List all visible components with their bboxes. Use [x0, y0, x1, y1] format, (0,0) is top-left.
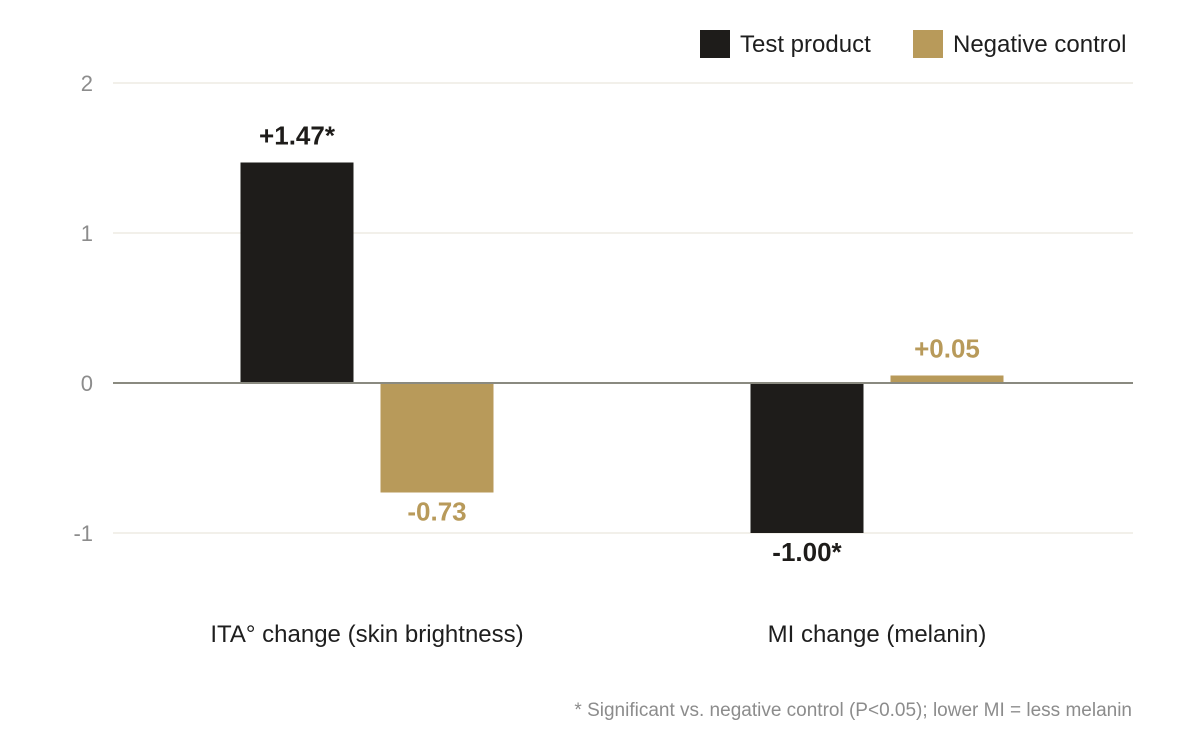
legend-swatch — [700, 30, 730, 58]
footnote: * Significant vs. negative control (P<0.… — [574, 700, 1132, 721]
data-label: +1.47* — [259, 121, 336, 151]
x-category-label: ITA° change (skin brightness) — [210, 621, 523, 648]
legend-label: Negative control — [953, 31, 1126, 58]
x-axis-categories: ITA° change (skin brightness) MI change (… — [210, 621, 986, 648]
bar-test-product-0 — [240, 162, 354, 383]
y-axis-ticks: 2 1 0 -1 — [73, 71, 93, 546]
y-tick-label: 1 — [81, 221, 93, 246]
data-label: -0.73 — [407, 497, 466, 527]
y-tick-label: -1 — [73, 521, 93, 546]
bar-negative-control-0 — [380, 383, 494, 493]
legend-label: Test product — [740, 31, 871, 58]
bar-negative-control-1 — [890, 375, 1004, 383]
data-label: -1.00* — [772, 537, 842, 567]
data-labels: +1.47* -1.00* -0.73 +0.05 — [259, 121, 980, 568]
y-tick-label: 0 — [81, 371, 93, 396]
bar-test-product-1 — [750, 383, 864, 533]
data-label: +0.05 — [914, 334, 980, 364]
legend: Test product Negative control — [700, 30, 1126, 58]
x-category-label: MI change (melanin) — [768, 621, 987, 648]
legend-swatch — [913, 30, 943, 58]
bars — [240, 162, 1004, 533]
y-tick-label: 2 — [81, 71, 93, 96]
